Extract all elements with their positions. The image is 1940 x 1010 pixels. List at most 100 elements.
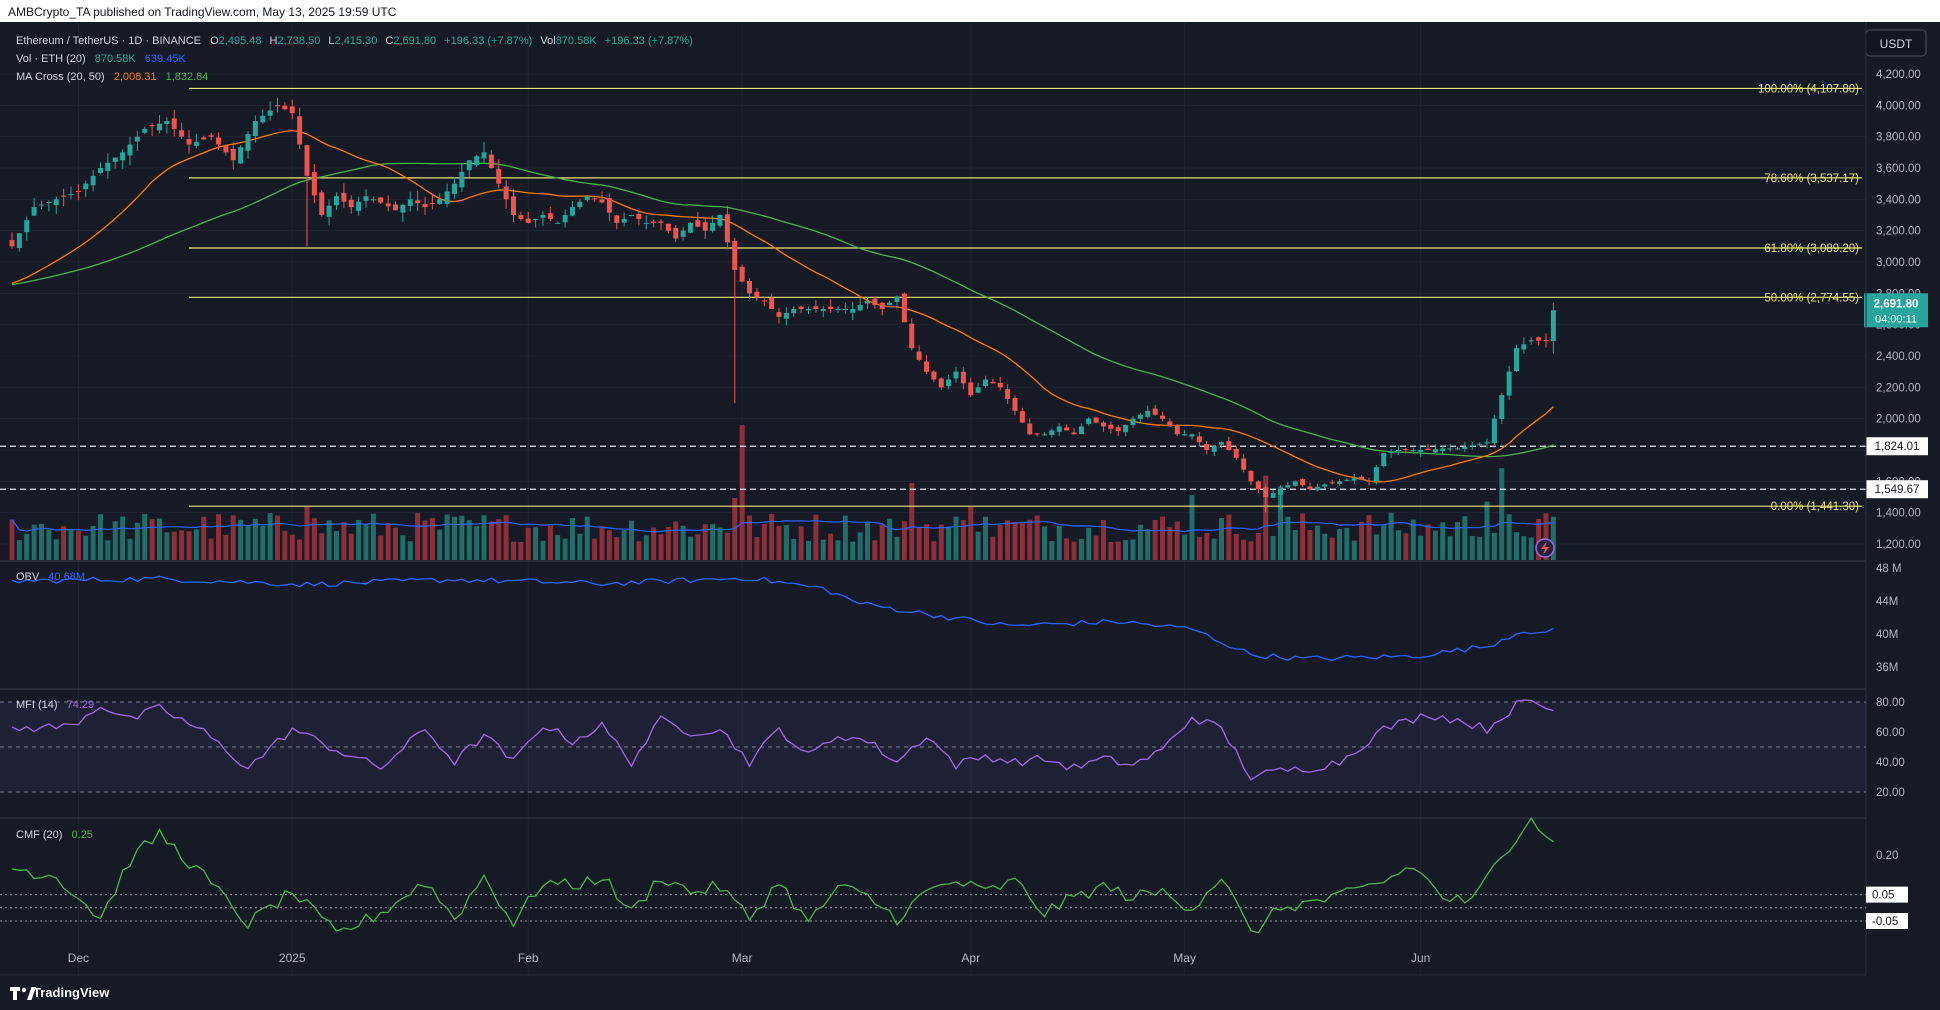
candle — [592, 197, 598, 203]
candle — [466, 159, 472, 178]
price-tick-label: 1,400.00 — [1876, 508, 1921, 520]
volume-bar — [260, 525, 266, 560]
volume-bar — [230, 515, 236, 560]
volume-bar — [208, 538, 214, 560]
candle — [149, 122, 155, 137]
cmf-value: 0.25 — [72, 829, 93, 841]
fib-label: 78.60% (3,537.17) — [1764, 173, 1859, 185]
mfi-label: MFI (14) — [16, 699, 58, 711]
candle — [643, 215, 649, 230]
published-text: AMBCrypto_TA published on TradingView.co… — [8, 5, 397, 19]
candle — [348, 195, 354, 214]
volume-bar — [267, 513, 273, 560]
volume-bar — [297, 539, 303, 560]
candle — [820, 305, 826, 318]
volume-bar — [835, 540, 841, 560]
candle — [31, 197, 37, 216]
symbol-name: Ethereum / TetherUS · 1D · BINANCE — [16, 35, 201, 47]
obv-tick-label: 48 M — [1876, 563, 1902, 575]
level-badge-bg — [1866, 480, 1928, 499]
tradingview-logo[interactable]: TradingView — [10, 985, 110, 1000]
volume-bar — [16, 540, 22, 560]
candle — [356, 196, 362, 216]
volume-bar — [924, 524, 929, 560]
candle — [1373, 464, 1379, 485]
ma50-line — [11, 162, 1554, 458]
candle — [134, 131, 140, 151]
volume-bar — [1078, 538, 1084, 560]
candle — [724, 205, 730, 250]
lightning-icon[interactable] — [1535, 538, 1555, 558]
volume-bar — [658, 534, 664, 560]
candle — [400, 203, 406, 222]
level-badge-label: 1,549.67 — [1875, 484, 1920, 496]
volume-bar — [1292, 529, 1298, 560]
candle — [61, 188, 67, 207]
candle — [665, 223, 671, 234]
volume-bar — [53, 539, 59, 560]
volume-bar — [850, 541, 856, 560]
candle — [1027, 418, 1033, 436]
candle — [1182, 429, 1188, 437]
candle — [304, 144, 310, 247]
candle — [658, 219, 664, 230]
candle — [835, 306, 841, 313]
volume-bar — [39, 523, 44, 560]
volume-bar — [134, 522, 140, 560]
obv-tick-label: 44M — [1876, 596, 1898, 608]
candle — [186, 130, 192, 154]
vol-indicator-v2: 639.45K — [145, 53, 187, 65]
candle — [1255, 480, 1261, 494]
volume-bar — [474, 526, 480, 560]
candle — [938, 377, 944, 390]
candle — [319, 190, 325, 217]
candle — [437, 192, 443, 206]
currency-button[interactable]: USDT — [1865, 29, 1927, 57]
volume-bar — [916, 527, 922, 560]
obv-tick-label: 36M — [1876, 662, 1898, 674]
candle — [783, 307, 789, 326]
mfi-tick-label: 40.00 — [1876, 757, 1905, 769]
candle — [503, 180, 509, 209]
volume-bar — [444, 514, 450, 560]
volume-bar — [1300, 513, 1306, 560]
date-grid — [77, 22, 1422, 975]
volume-bar — [931, 541, 937, 560]
volume-bar — [1528, 537, 1534, 560]
volume-bar — [1337, 528, 1342, 560]
candle — [422, 197, 428, 216]
volume-bar — [1425, 524, 1431, 560]
volume-bar — [1455, 522, 1460, 560]
volume-bar — [629, 520, 634, 560]
header-info: Ethereum / TetherUS · 1D · BINANCE O2,49… — [16, 35, 693, 83]
candle — [112, 157, 118, 169]
candle — [311, 164, 317, 204]
volume-bar — [761, 524, 767, 560]
volume-bar — [879, 524, 885, 560]
volume-bar — [1064, 538, 1070, 560]
volume-bar — [946, 526, 952, 560]
candle — [1145, 405, 1151, 419]
candle — [997, 376, 1003, 391]
candle — [1167, 418, 1173, 427]
volume-bar — [1270, 536, 1276, 560]
ma-cross-label: MA Cross (20, 50) — [16, 71, 105, 83]
mfi-guides — [0, 701, 1866, 793]
time-tick-label: Feb — [518, 951, 539, 965]
low-value: 2,415.30 — [335, 35, 378, 47]
volume-bar — [488, 521, 494, 560]
volume-bar — [503, 515, 509, 560]
volume-bar — [1447, 536, 1453, 560]
candle — [651, 219, 657, 228]
price-tick-label: 3,000.00 — [1876, 257, 1921, 269]
volume-bar — [363, 524, 369, 560]
candle — [894, 295, 900, 309]
volume-bar — [724, 532, 730, 560]
candle — [230, 142, 236, 170]
volume-bar — [171, 531, 177, 560]
volume-bar — [688, 536, 693, 560]
candle — [90, 169, 96, 192]
footer-brand: TradingView — [33, 985, 110, 1000]
candle — [533, 218, 539, 228]
candle — [850, 302, 856, 321]
